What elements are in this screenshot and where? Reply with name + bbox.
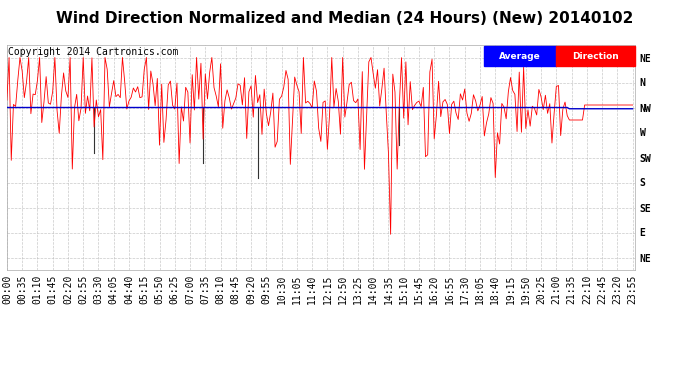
Bar — [556, 46, 635, 66]
Text: Copyright 2014 Cartronics.com: Copyright 2014 Cartronics.com — [8, 47, 179, 57]
Bar — [484, 46, 556, 66]
Text: Direction: Direction — [572, 52, 619, 61]
Text: Wind Direction Normalized and Median (24 Hours) (New) 20140102: Wind Direction Normalized and Median (24… — [57, 11, 633, 26]
Text: Average: Average — [500, 52, 541, 61]
